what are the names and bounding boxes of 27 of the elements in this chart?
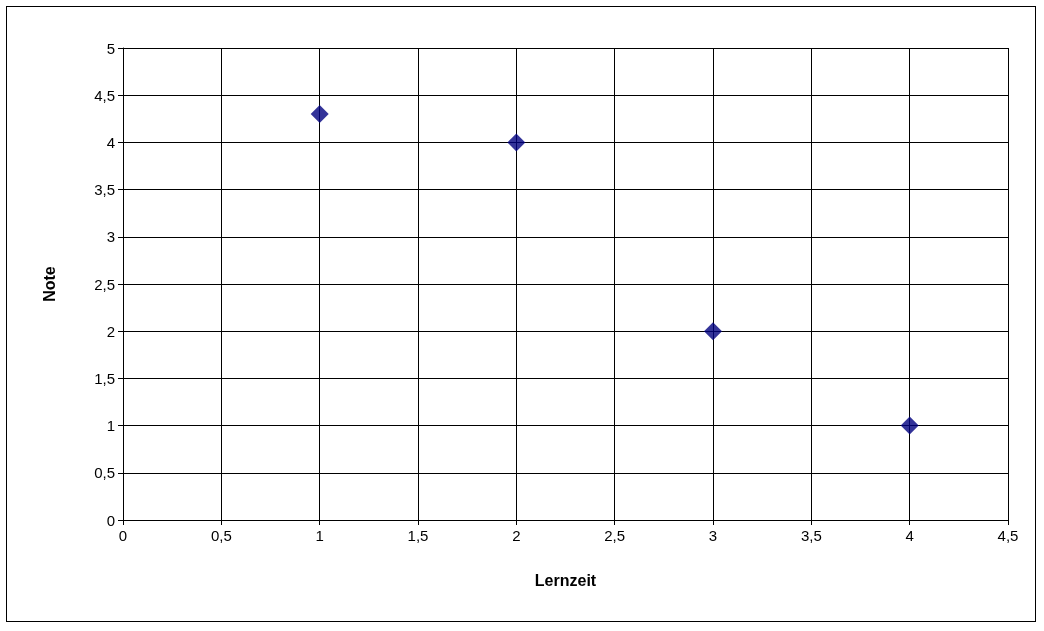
y-tick-label: 1 [106, 417, 115, 435]
y-tick-label: 0,5 [94, 464, 115, 482]
y-axis-title: Note [40, 266, 58, 302]
x-tick-label: 1,5 [407, 527, 429, 544]
x-axis-title: Lernzeit [534, 571, 597, 589]
y-tick-label: 2,5 [94, 275, 115, 293]
x-tick-label: 0,5 [210, 527, 232, 544]
y-tick-label: 4 [106, 133, 115, 151]
x-tick-label: 1 [315, 527, 324, 544]
point [507, 133, 526, 152]
point [310, 105, 329, 124]
x-tick-label: 4,5 [997, 527, 1019, 544]
x-tick-label: 3,5 [800, 527, 822, 544]
point [704, 322, 722, 341]
x-tick-label: 2 [512, 527, 521, 544]
y-tick-label: 5 [106, 39, 115, 57]
y-tick-label: 4,5 [94, 86, 115, 104]
y-tick-label: 0 [106, 511, 115, 529]
point [900, 416, 919, 435]
x-tick-label: 0 [118, 527, 128, 544]
y-tick-label: 3 [106, 228, 115, 246]
x-tick-label: 4 [905, 527, 914, 544]
y-tick-label: 1,5 [94, 369, 115, 387]
x-tick-label: 2,5 [604, 527, 626, 544]
x-tick-label: 3 [708, 527, 718, 544]
y-tick-label: 2 [106, 322, 115, 340]
y-tick-label: 3,5 [94, 181, 115, 199]
